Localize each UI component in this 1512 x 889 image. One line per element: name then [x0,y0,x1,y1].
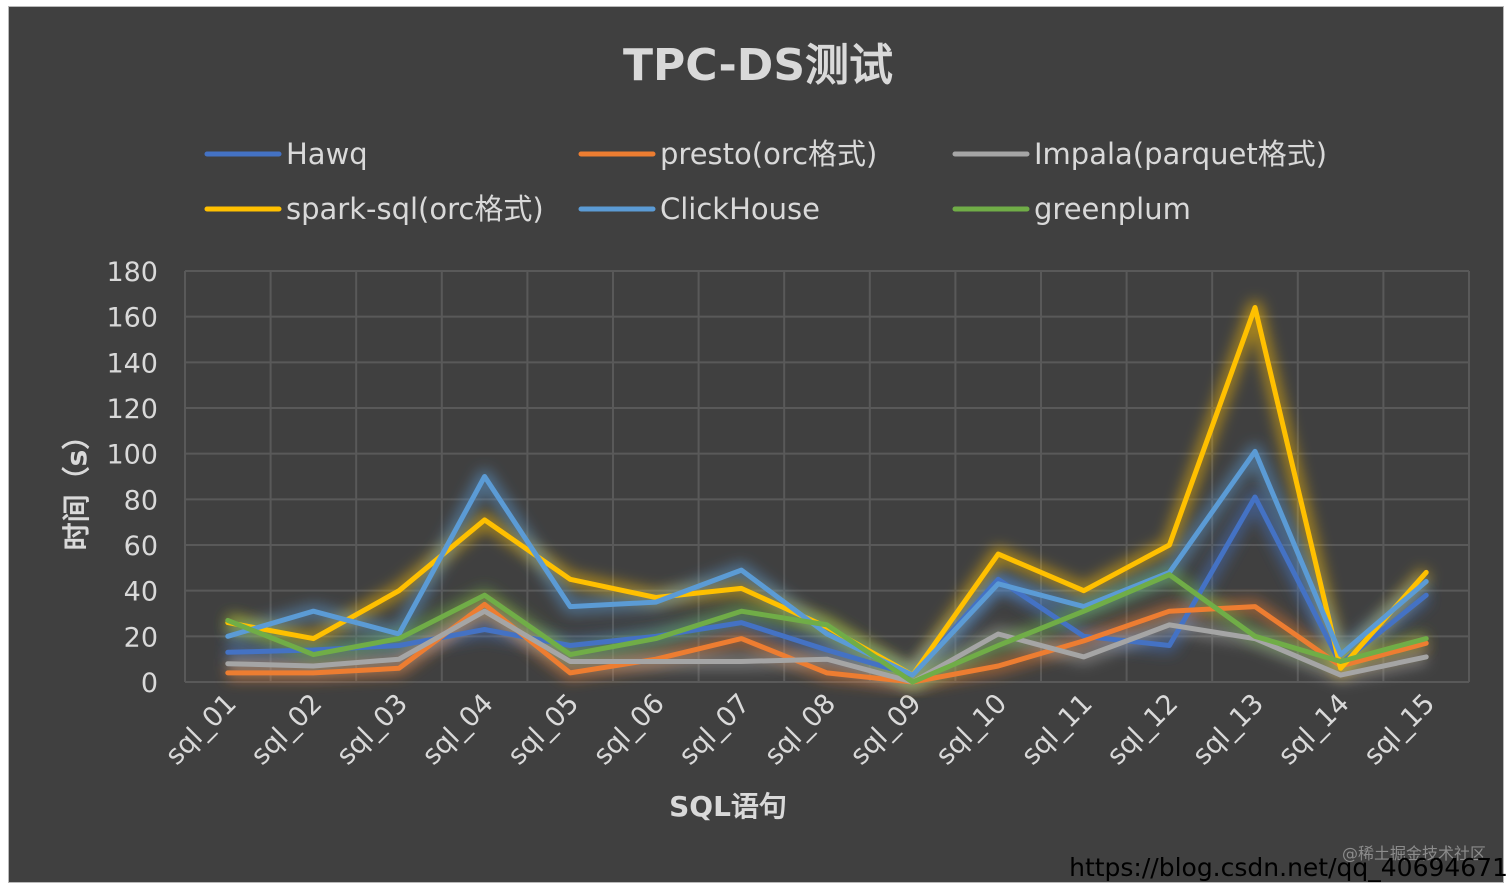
x-tick-label: sql_04 [416,688,499,771]
y-axis-ticks: 0 20 40 60 80 100 120 140 160 180 [106,257,158,699]
x-axis-ticks: sql_01 sql_02 sql_03 sql_04 sql_05 sql_06 sql_… [160,688,1442,771]
series-line [225,601,1429,685]
y-tick-label: 0 [141,668,158,699]
x-tick-label: sql_11 [1016,688,1099,771]
x-tick-label: sql_05 [502,688,585,771]
watermark-url: https://blog.csdn.net/qq_40694671 [1069,853,1508,882]
legend-label: greenplum [1034,192,1191,226]
series-line [225,448,1429,678]
y-tick-label: 140 [106,348,158,379]
x-tick-label: sql_08 [759,688,842,771]
series-lines [225,305,1429,685]
chart-title: TPC-DS测试 [623,40,893,91]
y-tick-label: 100 [106,440,158,471]
x-tick-label: sql_01 [160,688,243,771]
x-tick-label: sql_12 [1101,688,1184,771]
x-tick-label: sql_14 [1272,688,1355,771]
x-tick-label: sql_13 [1187,688,1270,771]
y-tick-label: 180 [106,257,158,288]
x-tick-label: sql_15 [1358,688,1441,771]
watermark-community: @稀土掘金技术社区 [1342,844,1486,863]
series-line [225,608,1429,685]
y-tick-label: 40 [124,577,158,608]
x-tick-label: sql_10 [930,688,1013,771]
x-axis-title: SQL语句 [669,790,787,823]
x-tick-label: sql_09 [844,688,927,771]
y-tick-label: 60 [124,531,158,562]
legend-label: Hawq [286,137,368,171]
series-line [225,494,1429,678]
x-tick-label: sql_06 [588,688,671,771]
series-line [225,572,1429,685]
y-axis-title: 时间（s） [60,422,93,551]
x-tick-label: sql_07 [673,688,756,771]
legend-label: ClickHouse [660,192,820,226]
y-tick-label: 80 [124,485,158,516]
legend: Hawq presto(orc格式) Impala(parquet格式) spark-… [204,137,1327,226]
legend-label: Impala(parquet格式) [1034,137,1327,171]
y-tick-label: 120 [106,394,158,425]
legend-label: presto(orc格式) [660,137,877,171]
y-tick-label: 160 [106,303,158,334]
legend-label: spark-sql(orc格式) [286,192,544,226]
x-tick-label: sql_03 [331,688,414,771]
y-tick-label: 20 [124,622,158,653]
x-tick-label: sql_02 [245,688,328,771]
